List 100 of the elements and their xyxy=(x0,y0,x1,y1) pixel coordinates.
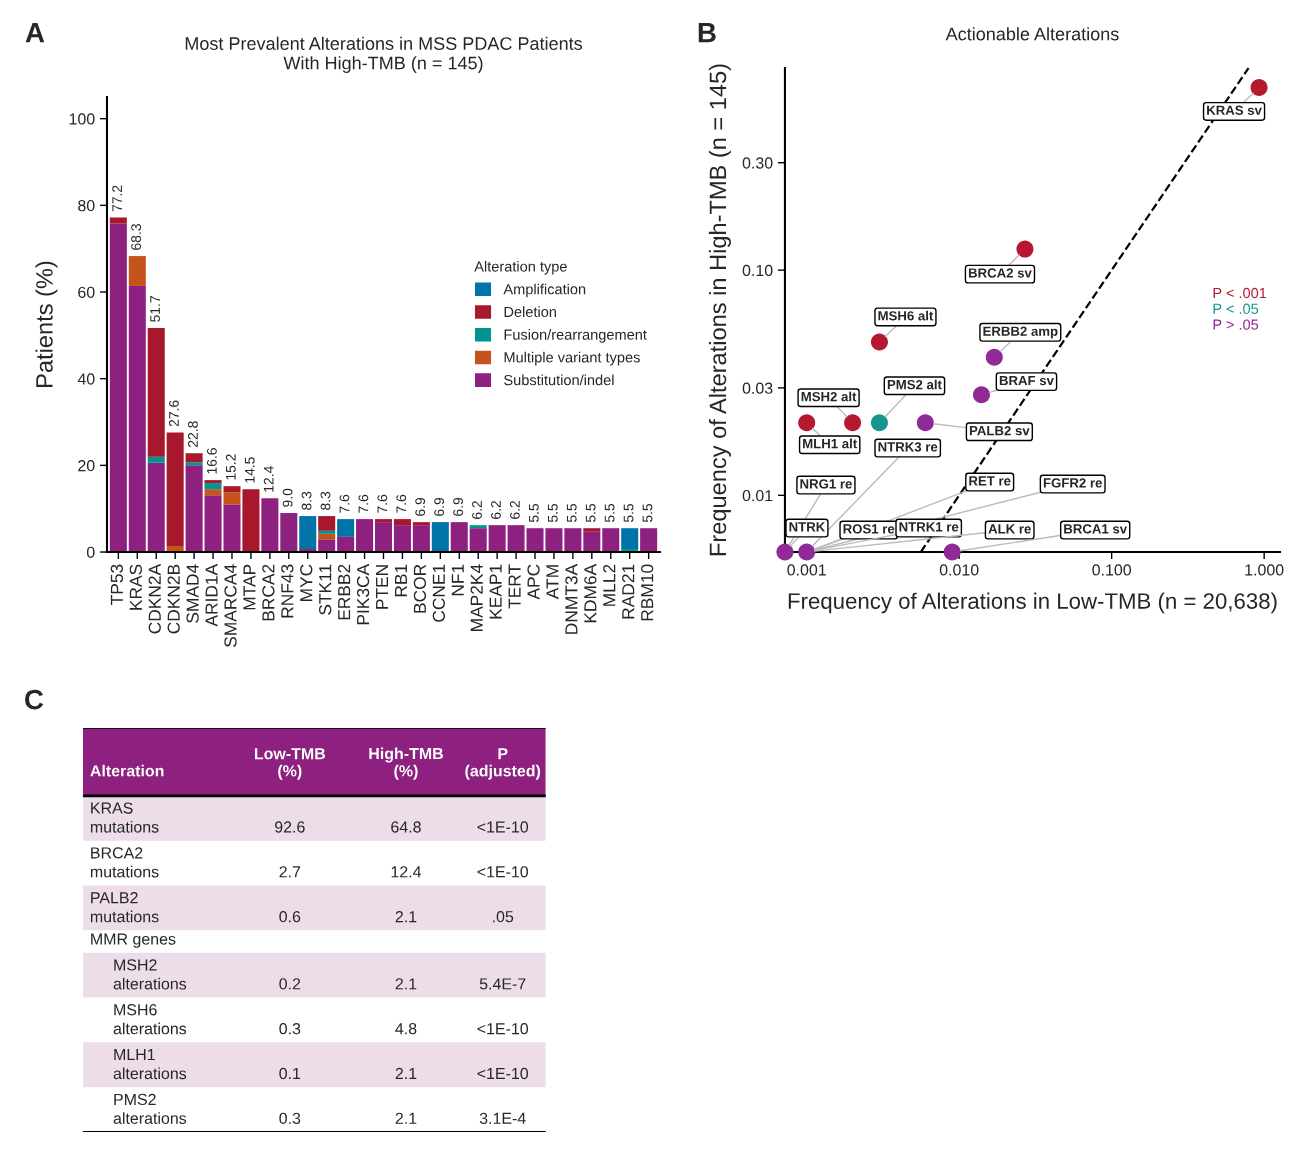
y-tick-label: 20 xyxy=(78,459,95,472)
annotation: NTRK1 re xyxy=(899,522,959,532)
y-tick-label: 0.01 xyxy=(742,489,773,502)
x-tick-label: KEAP1 xyxy=(489,564,502,619)
category-label: MSH2 alterations xyxy=(113,959,187,990)
total-label: 7.6 xyxy=(396,494,407,513)
total-label: 5.5 xyxy=(585,503,596,523)
chart-title: Most Prevalent Alterations in MSS PDAC Patients With High-TMB (n = 145) xyxy=(185,36,583,73)
category-label: MMR genes xyxy=(91,933,176,948)
x-tick-label: RB1 xyxy=(394,564,407,597)
bar xyxy=(185,453,203,463)
annotation: MLH1 alt xyxy=(803,438,858,449)
bar xyxy=(412,522,430,526)
bar xyxy=(393,525,411,553)
data-label: 4.8 xyxy=(395,1023,417,1035)
bar xyxy=(583,531,601,553)
total-label: 77.2 xyxy=(112,185,122,212)
total-label: 5.5 xyxy=(623,503,634,523)
legend-label: Amplification xyxy=(503,283,586,298)
total-label: 16.6 xyxy=(206,448,217,474)
x-tick-label: 1.000 xyxy=(1245,564,1284,576)
x-tick-label: 0.001 xyxy=(787,564,826,576)
bar xyxy=(450,522,468,553)
x-tick-label: TP53 xyxy=(110,564,124,605)
annotation: KRAS sv xyxy=(1207,105,1262,115)
data-label: 0.1 xyxy=(279,1067,301,1080)
data-label: <1E-10 xyxy=(477,1067,529,1080)
x-tick-label: RNF43 xyxy=(281,564,294,618)
category-label: MLH1 alterations xyxy=(113,1049,187,1080)
data-label: 3.1E-4 xyxy=(479,1112,526,1124)
category-label: PALB2 mutations xyxy=(90,892,159,923)
bar xyxy=(374,519,393,523)
annotation: MSH6 alt xyxy=(878,310,934,321)
annotation: RET re xyxy=(969,476,1011,486)
annotation: ALK re xyxy=(988,524,1031,534)
x-tick-label: MLL2 xyxy=(603,564,616,606)
bar xyxy=(469,528,487,553)
x-tick-label: KRAS xyxy=(129,564,142,610)
bar xyxy=(374,522,393,553)
total-label: 5.5 xyxy=(529,503,539,523)
x-tick-label: SMAD4 xyxy=(186,564,199,623)
data-label: 92.6 xyxy=(275,821,305,833)
x-tick-label: ERBB2 xyxy=(337,564,351,620)
x-tick-label: SMARCA4 xyxy=(224,564,237,647)
x-tick-label: 0.100 xyxy=(1092,564,1132,576)
bar xyxy=(393,519,411,526)
bar xyxy=(280,513,298,553)
total-label: 6.9 xyxy=(415,497,426,516)
data-label: 5.4E-7 xyxy=(479,978,526,990)
bar xyxy=(185,465,203,553)
total-label: 7.6 xyxy=(377,494,388,513)
bar xyxy=(147,327,165,457)
text: C xyxy=(25,689,44,710)
annotation: BRAF sv xyxy=(999,375,1054,386)
legend-label: Deletion xyxy=(504,306,556,318)
y-tick-label: 60 xyxy=(78,286,95,298)
x-tick-label: KDM6A xyxy=(584,563,597,623)
annotation: FGFR2 re xyxy=(1043,478,1102,488)
data-label: 0.3 xyxy=(279,1023,301,1035)
bar xyxy=(147,456,165,463)
x-tick-label: BRCA2 xyxy=(262,564,275,621)
bar xyxy=(204,480,222,484)
bar xyxy=(318,539,336,553)
x-tick-label: NF1 xyxy=(451,564,464,596)
bar xyxy=(261,498,279,553)
x-tick-label: ATM xyxy=(546,565,559,600)
annotation: MSH2 alt xyxy=(801,391,857,402)
total-label: 68.3 xyxy=(131,224,142,250)
annotation: ERBB2 amp xyxy=(983,326,1058,339)
x-tick-label: RAD21 xyxy=(622,564,635,619)
text: P < .05 xyxy=(1213,303,1259,314)
total-label: 9.0 xyxy=(282,488,293,507)
bar xyxy=(185,462,203,466)
y-axis-title: Patients (%) xyxy=(35,261,58,387)
data-label: 64.8 xyxy=(391,821,421,833)
x-axis-title: Frequency of Alterations in Low-TMB (n = 20,638) xyxy=(788,592,1277,614)
x-tick-label: DNMT3A xyxy=(565,563,578,634)
text: P > .05 xyxy=(1213,319,1259,330)
y-tick-label: 40 xyxy=(77,373,95,385)
text: B xyxy=(698,23,716,43)
category-label: MSH6 alterations xyxy=(113,1004,187,1035)
legend-title: Alteration type xyxy=(474,260,567,275)
data-label: 2.1 xyxy=(395,1112,417,1124)
total-label: 51.7 xyxy=(150,296,160,322)
x-tick-label: CDKN2A xyxy=(148,563,161,634)
x-tick-label: STK11 xyxy=(319,564,332,615)
total-label: 6.9 xyxy=(453,497,463,516)
y-tick-label: 0.03 xyxy=(742,382,773,394)
bar xyxy=(488,525,506,553)
bar xyxy=(128,285,146,553)
total-label: 15.2 xyxy=(225,454,236,480)
bar xyxy=(337,519,355,537)
category-label: KRAS mutations xyxy=(90,802,159,833)
y-tick-label: 0.30 xyxy=(742,157,773,169)
x-tick-label: PIK3CA xyxy=(356,563,370,625)
bar xyxy=(147,462,165,553)
bar xyxy=(318,516,336,531)
text: Alteration xyxy=(90,764,164,777)
total-label: 8.3 xyxy=(320,491,331,510)
bar xyxy=(469,525,487,529)
